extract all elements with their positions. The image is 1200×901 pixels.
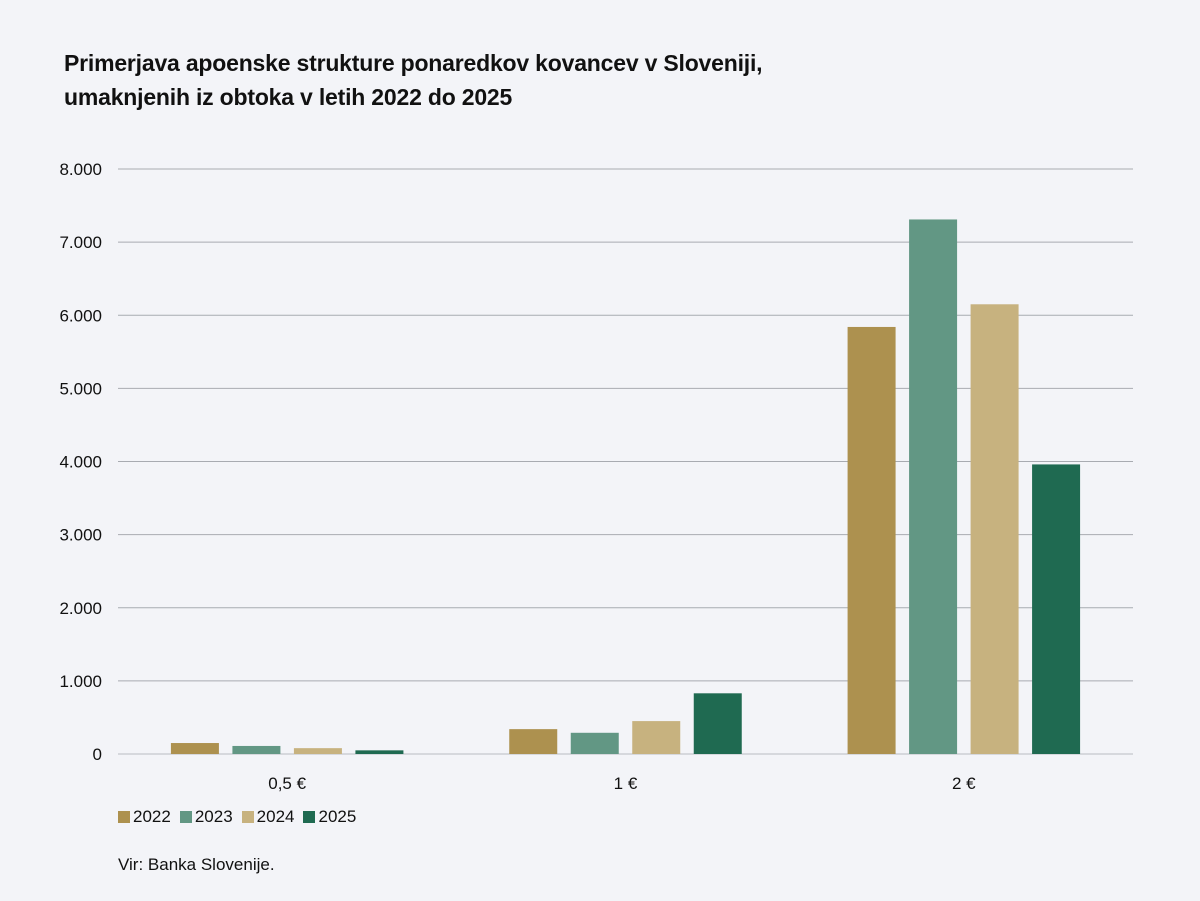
y-tick-label: 8.000 [59,160,102,179]
y-tick-label: 6.000 [59,306,102,325]
y-tick-label: 3.000 [59,526,102,545]
bar [232,745,281,754]
bar [570,732,619,754]
legend-label-2024: 2024 [256,807,295,826]
chart-title-line-2: umaknjenih iz obtoka v letih 2022 do 202… [64,84,513,110]
bar [847,326,896,754]
legend-label-2023: 2023 [194,807,233,826]
legend-label-2022: 2022 [133,807,171,826]
legend-swatch-2023 [179,811,192,823]
legend-item-2024: 2024 [241,807,295,827]
legend-item-2023: 2023 [179,807,233,827]
bar [293,748,342,754]
source-note: Vir: Banka Slovenije. [118,855,275,874]
bar [509,729,558,754]
y-tick-label: 7.000 [59,233,102,252]
chart-title-line-1: Primerjava apoenske strukture ponaredkov… [64,50,763,76]
bar [632,721,681,754]
y-tick-label: 1.000 [59,672,102,691]
chart-title: Primerjava apoenske strukture ponaredkov… [64,46,1064,114]
legend-item-2025: 2025 [303,807,356,827]
y-tick-label: 0 [93,745,102,764]
legend-swatch-2022 [118,811,130,823]
x-tick-label: 1 € [614,774,638,793]
legend-item-2022: 2022 [118,807,171,827]
bar [693,693,742,754]
bar [170,743,219,754]
legend-swatch-2025 [303,811,316,823]
x-tick-label: 2 € [952,774,976,793]
legend-label-2025: 2025 [318,807,357,826]
y-tick-label: 4.000 [59,453,102,472]
legend-swatch-2024 [241,811,254,823]
legend: 2022 2023 2024 2025 [118,807,356,827]
bar [970,304,1019,754]
bar [909,219,958,755]
x-tick-label: 0,5 € [268,774,306,793]
bar [355,750,404,754]
y-tick-label: 2.000 [59,599,102,618]
y-tick-label: 5.000 [59,379,102,398]
bar [1032,464,1081,754]
